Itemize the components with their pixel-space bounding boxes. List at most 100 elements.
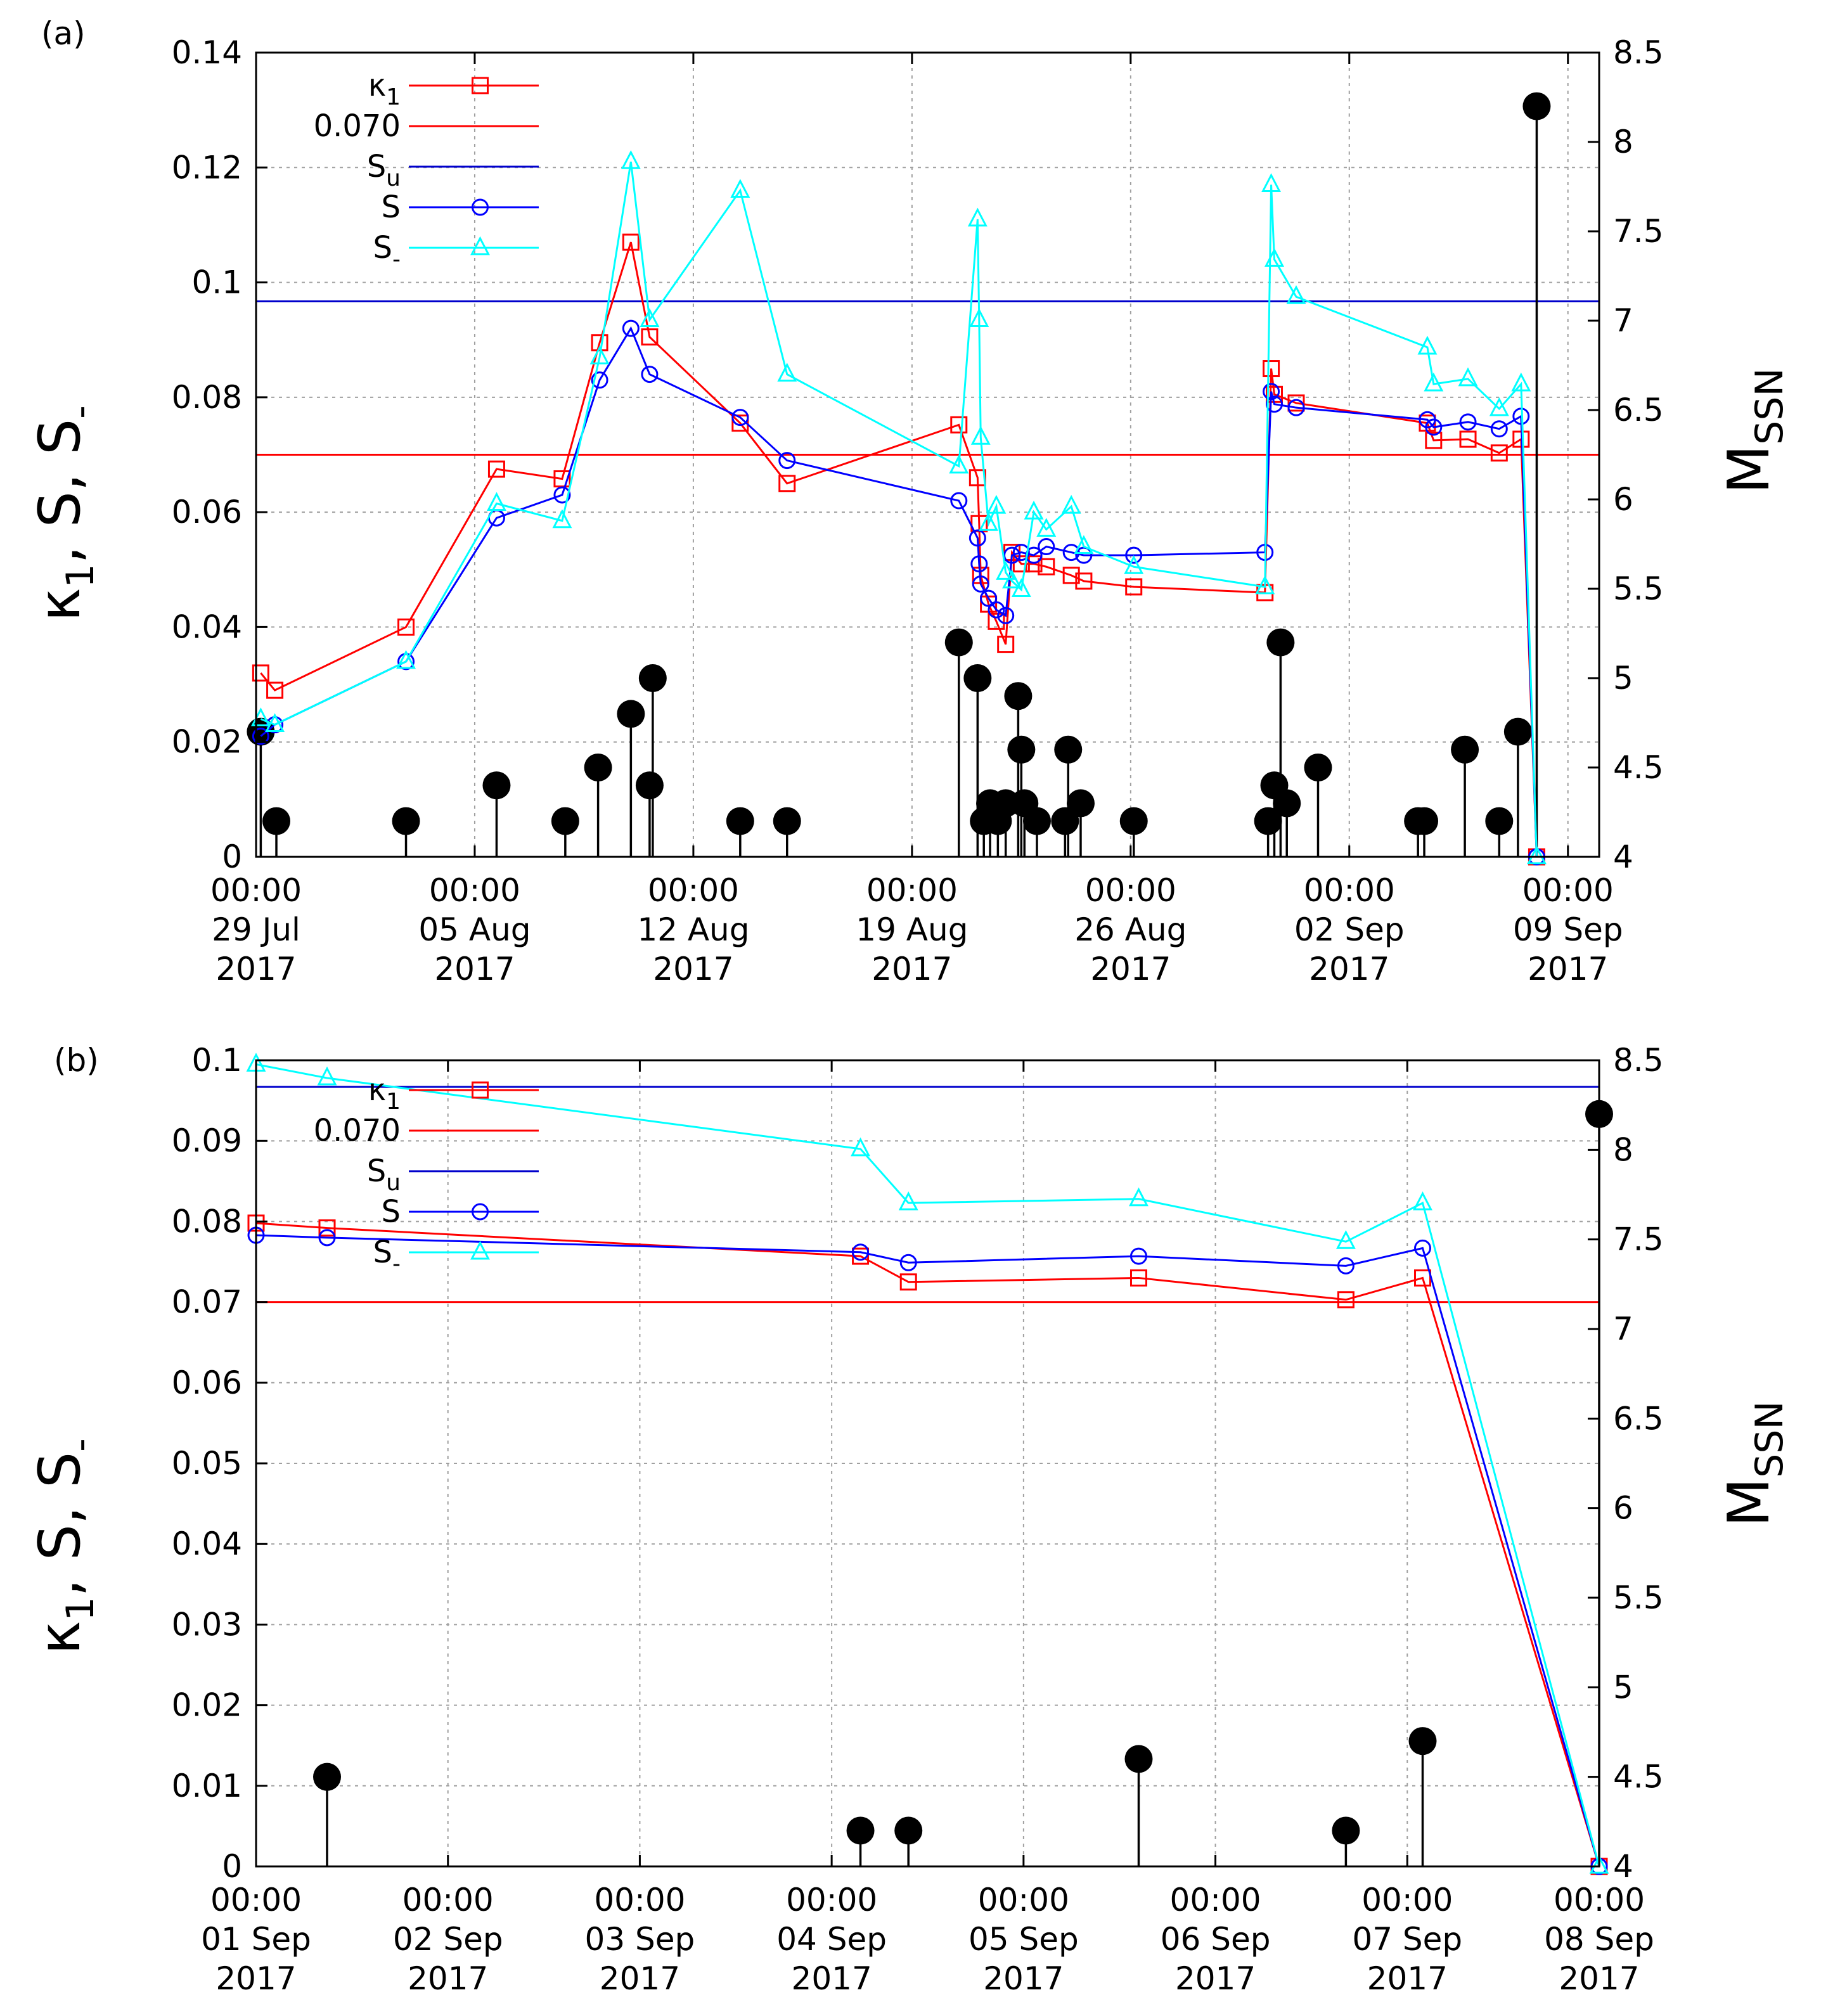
x-tick-label: 09 Sep <box>1513 911 1623 948</box>
magnitude-point <box>638 664 667 692</box>
point-k1 <box>988 612 1005 630</box>
y-tick-label: 0.1 <box>191 264 242 301</box>
point-S <box>1265 395 1283 413</box>
y-tick-label: 0.14 <box>172 34 242 71</box>
point-k1 <box>1012 555 1030 573</box>
point-Sm <box>969 308 989 327</box>
y2-tick-label: 4 <box>1613 1848 1633 1885</box>
magnitude-point <box>1408 1727 1437 1756</box>
y-tick-label: 0.1 <box>191 1042 242 1079</box>
point-S <box>622 319 640 337</box>
x-tick-label: 03 Sep <box>585 1921 695 1958</box>
point-k1 <box>318 1219 336 1237</box>
point-S <box>553 486 571 504</box>
x-tick-label: 2017 <box>1090 951 1171 987</box>
x-tick-label: 00:00 <box>1522 872 1614 909</box>
y-tick-label: 0.08 <box>172 379 242 416</box>
legend-marker-k1 <box>472 1081 489 1099</box>
y-tick-label: 0.04 <box>172 1525 242 1562</box>
point-k1 <box>1062 567 1080 584</box>
point-Sm <box>265 713 285 733</box>
point-S <box>1459 413 1477 431</box>
x-tick-label: 00:00 <box>1361 1882 1453 1918</box>
x-tick-label: 07 Sep <box>1352 1921 1462 1958</box>
x-tick-label: 05 Sep <box>968 1921 1079 1958</box>
point-Sm <box>1458 367 1478 387</box>
magnitude-point <box>262 807 291 835</box>
x-tick-label: 19 Aug <box>856 911 968 948</box>
x-tick-label: 2017 <box>1528 951 1608 987</box>
point-S <box>641 366 659 383</box>
point-Sm <box>1036 518 1057 537</box>
magnitude-point <box>726 807 754 835</box>
y-tick-label: 0.04 <box>172 608 242 645</box>
magnitude-point <box>1410 807 1439 835</box>
x-tick-label: 00:00 <box>402 1882 494 1918</box>
y2-tick-label: 5 <box>1613 660 1633 697</box>
point-k1 <box>1075 572 1093 590</box>
x-tick-label: 2017 <box>792 1960 872 1997</box>
magnitude-point <box>963 664 992 692</box>
point-S <box>950 492 968 510</box>
y-axis-label-a: κ1, S, S- <box>27 405 103 622</box>
series-line-S <box>255 1234 1600 1867</box>
x-tick-label: 2017 <box>1367 1960 1448 1997</box>
x-tick-label: 2017 <box>216 1960 296 1997</box>
point-Sm <box>1511 372 1531 392</box>
y-tick-label: 0 <box>222 1848 242 1885</box>
y2-tick-label: 8 <box>1613 124 1633 160</box>
legend-label-S: S <box>382 189 401 225</box>
y2-tick-label: 4.5 <box>1613 1759 1664 1795</box>
point-Sm <box>1413 1191 1432 1210</box>
magnitude-point <box>1054 735 1083 764</box>
point-S <box>778 452 796 470</box>
x-tick-label: 2017 <box>983 1960 1064 1997</box>
point-Sm <box>1526 845 1547 864</box>
point-S <box>252 728 269 745</box>
point-Sm <box>730 179 750 198</box>
point-k1 <box>1490 444 1508 462</box>
y-tick-label: 0.05 <box>172 1445 242 1482</box>
magnitude-point <box>1522 92 1551 120</box>
point-Sm <box>1286 285 1306 304</box>
x-tick-label: 00:00 <box>1085 872 1176 909</box>
magnitude-point <box>482 771 511 800</box>
panel-a-label: (a) <box>41 15 86 52</box>
magnitude-point <box>551 807 579 835</box>
x-tick-label: 02 Sep <box>1294 911 1405 948</box>
y2-tick-label: 7 <box>1613 302 1633 339</box>
y-tick-label: 0.01 <box>172 1768 242 1804</box>
y-tick-label: 0.06 <box>172 1364 242 1401</box>
x-tick-label: 00:00 <box>210 1882 302 1918</box>
point-Sm <box>1261 173 1282 192</box>
point-S <box>591 371 608 389</box>
magnitude-point <box>1124 1745 1153 1773</box>
magnitude-point <box>617 700 645 728</box>
magnitude-point <box>773 807 801 835</box>
point-Sm <box>970 426 991 445</box>
legend-label-th: 0.070 <box>314 108 401 144</box>
plot-frame-a <box>255 51 1600 858</box>
point-S <box>1012 544 1030 562</box>
y-axis-label-b: κ1, S, S- <box>27 1438 103 1655</box>
y2-tick-label: 8.5 <box>1613 1042 1664 1079</box>
y-tick-label: 0.03 <box>172 1606 242 1643</box>
point-k1 <box>1425 432 1443 449</box>
point-k1 <box>1263 360 1280 378</box>
x-tick-label: 08 Sep <box>1544 1921 1654 1958</box>
point-Sm <box>851 1137 871 1157</box>
y2-tick-label: 6.5 <box>1613 1400 1664 1437</box>
legend-label-k1: κ1 <box>368 1072 401 1115</box>
point-Sm <box>1589 1854 1609 1874</box>
point-k1 <box>252 664 269 682</box>
legend-label-Sm: S- <box>373 230 401 273</box>
point-S <box>968 529 986 547</box>
legend-marker-S <box>472 198 489 216</box>
y2-axis-label-a: MSSN <box>1716 368 1792 494</box>
x-tick-label: 00:00 <box>1554 1882 1645 1918</box>
x-tick-label: 00:00 <box>210 872 302 909</box>
point-Sm <box>396 650 416 669</box>
point-Sm <box>486 492 506 511</box>
magnitude-point <box>1119 807 1148 835</box>
